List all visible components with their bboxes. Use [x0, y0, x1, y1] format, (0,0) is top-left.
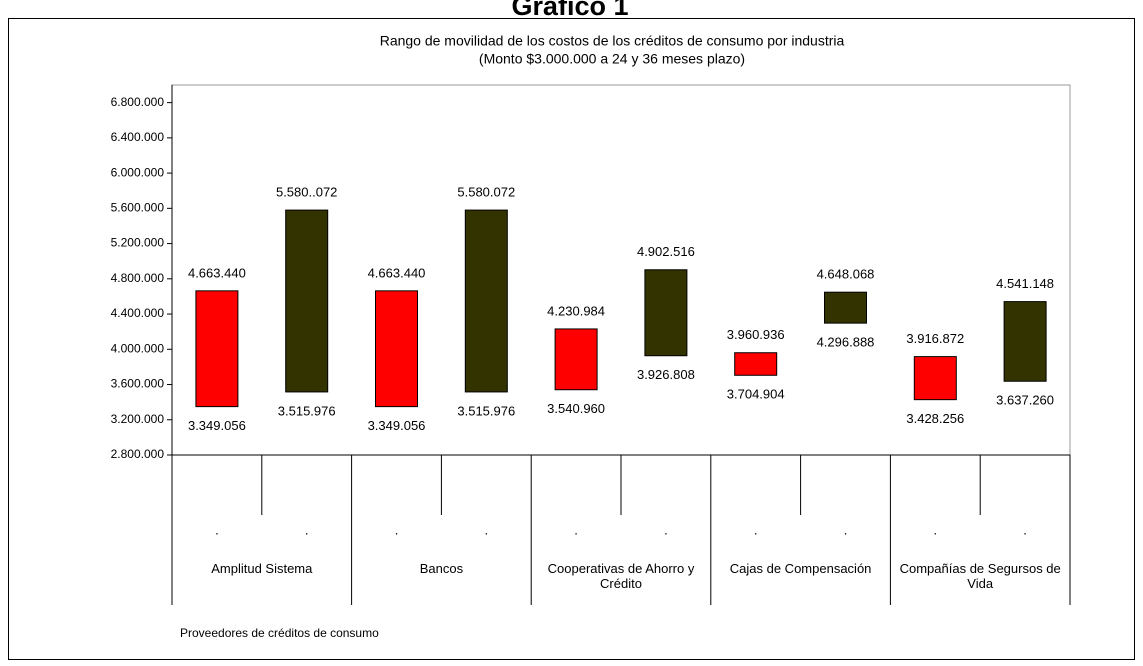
low-label: 3.515.976	[278, 403, 336, 418]
y-tick-label: 2.800.000	[111, 447, 165, 461]
y-tick-label: 4.800.000	[111, 271, 165, 285]
y-tick-label: 3.600.000	[111, 377, 165, 391]
low-label: 4.296.888	[817, 335, 875, 350]
high-label: 3.916.872	[906, 331, 964, 346]
group-label: Compañías de Segursos de Vida	[899, 561, 1061, 591]
page-title: Gráfico 1	[511, 0, 628, 21]
low-label: 3.349.056	[188, 418, 246, 433]
x-axis-title: Proveedores de créditos de consumo	[180, 626, 379, 640]
x-tick-label: .	[215, 522, 219, 537]
range-bar	[734, 352, 778, 376]
x-tick-label: .	[754, 522, 758, 537]
chart-subtitle: (Monto $3.000.000 a 24 y 36 meses plazo)	[479, 51, 745, 67]
x-tick-label: .	[844, 522, 848, 537]
low-label: 3.926.808	[637, 367, 695, 382]
range-bar	[824, 291, 867, 324]
high-label: 4.648.068	[817, 267, 875, 282]
chart-title: Rango de movilidad de los costos de los …	[380, 33, 845, 49]
high-label: 5.580..072	[276, 185, 337, 200]
low-label: 3.428.256	[906, 411, 964, 426]
high-label: 3.960.936	[727, 327, 785, 342]
low-label: 3.515.976	[457, 403, 515, 418]
low-label: 3.704.904	[727, 387, 785, 402]
high-label: 4.663.440	[368, 265, 426, 280]
y-tick-label: 6.400.000	[111, 130, 165, 144]
range-bar	[285, 209, 329, 393]
range-bar	[913, 356, 957, 401]
x-tick-label: .	[664, 522, 668, 537]
y-tick-label: 6.800.000	[111, 95, 165, 109]
y-tick-label: 6.000.000	[111, 165, 165, 179]
range-bar	[554, 328, 598, 391]
range-bar	[1003, 301, 1047, 382]
x-tick-label: .	[395, 522, 399, 537]
range-bar	[464, 209, 508, 393]
range-bar	[375, 290, 418, 408]
high-label: 4.230.984	[547, 303, 605, 318]
group-label: Cooperativas de Ahorro y Crédito	[547, 561, 695, 591]
y-tick-label: 5.200.000	[111, 236, 165, 250]
frame	[8, 18, 1135, 660]
range-bar	[195, 290, 239, 408]
group-label: Amplitud Sistema	[211, 561, 313, 576]
y-tick-label: 4.000.000	[111, 341, 165, 355]
x-tick-label: .	[484, 522, 488, 537]
y-tick-label: 5.600.000	[111, 201, 165, 215]
y-tick-label: 3.200.000	[111, 412, 165, 426]
low-label: 3.540.960	[547, 401, 605, 416]
high-label: 4.663.440	[188, 265, 246, 280]
high-label: 4.541.148	[996, 276, 1054, 291]
high-label: 4.902.516	[637, 244, 695, 259]
low-label: 3.637.260	[996, 393, 1054, 408]
x-tick-label: .	[1023, 522, 1027, 537]
group-label: Cajas de Compensación	[729, 561, 872, 576]
low-label: 3.349.056	[368, 418, 426, 433]
high-label: 5.580.072	[457, 185, 515, 200]
range-bar	[644, 269, 688, 357]
x-tick-label: .	[574, 522, 578, 537]
x-tick-label: .	[933, 522, 937, 537]
group-label: Bancos	[419, 561, 464, 576]
x-tick-label: .	[305, 522, 309, 537]
y-tick-label: 4.400.000	[111, 306, 165, 320]
